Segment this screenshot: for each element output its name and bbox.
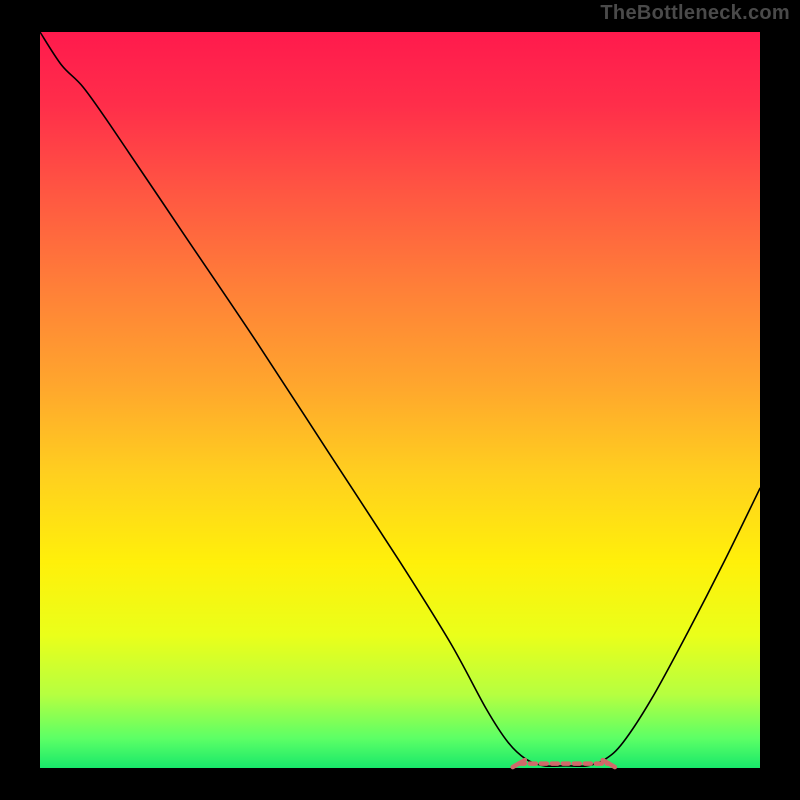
watermark-label: TheBottleneck.com xyxy=(600,2,790,25)
chart-container: TheBottleneck.com xyxy=(0,0,800,800)
bottleneck-chart xyxy=(0,0,800,800)
plot-background xyxy=(40,32,760,768)
